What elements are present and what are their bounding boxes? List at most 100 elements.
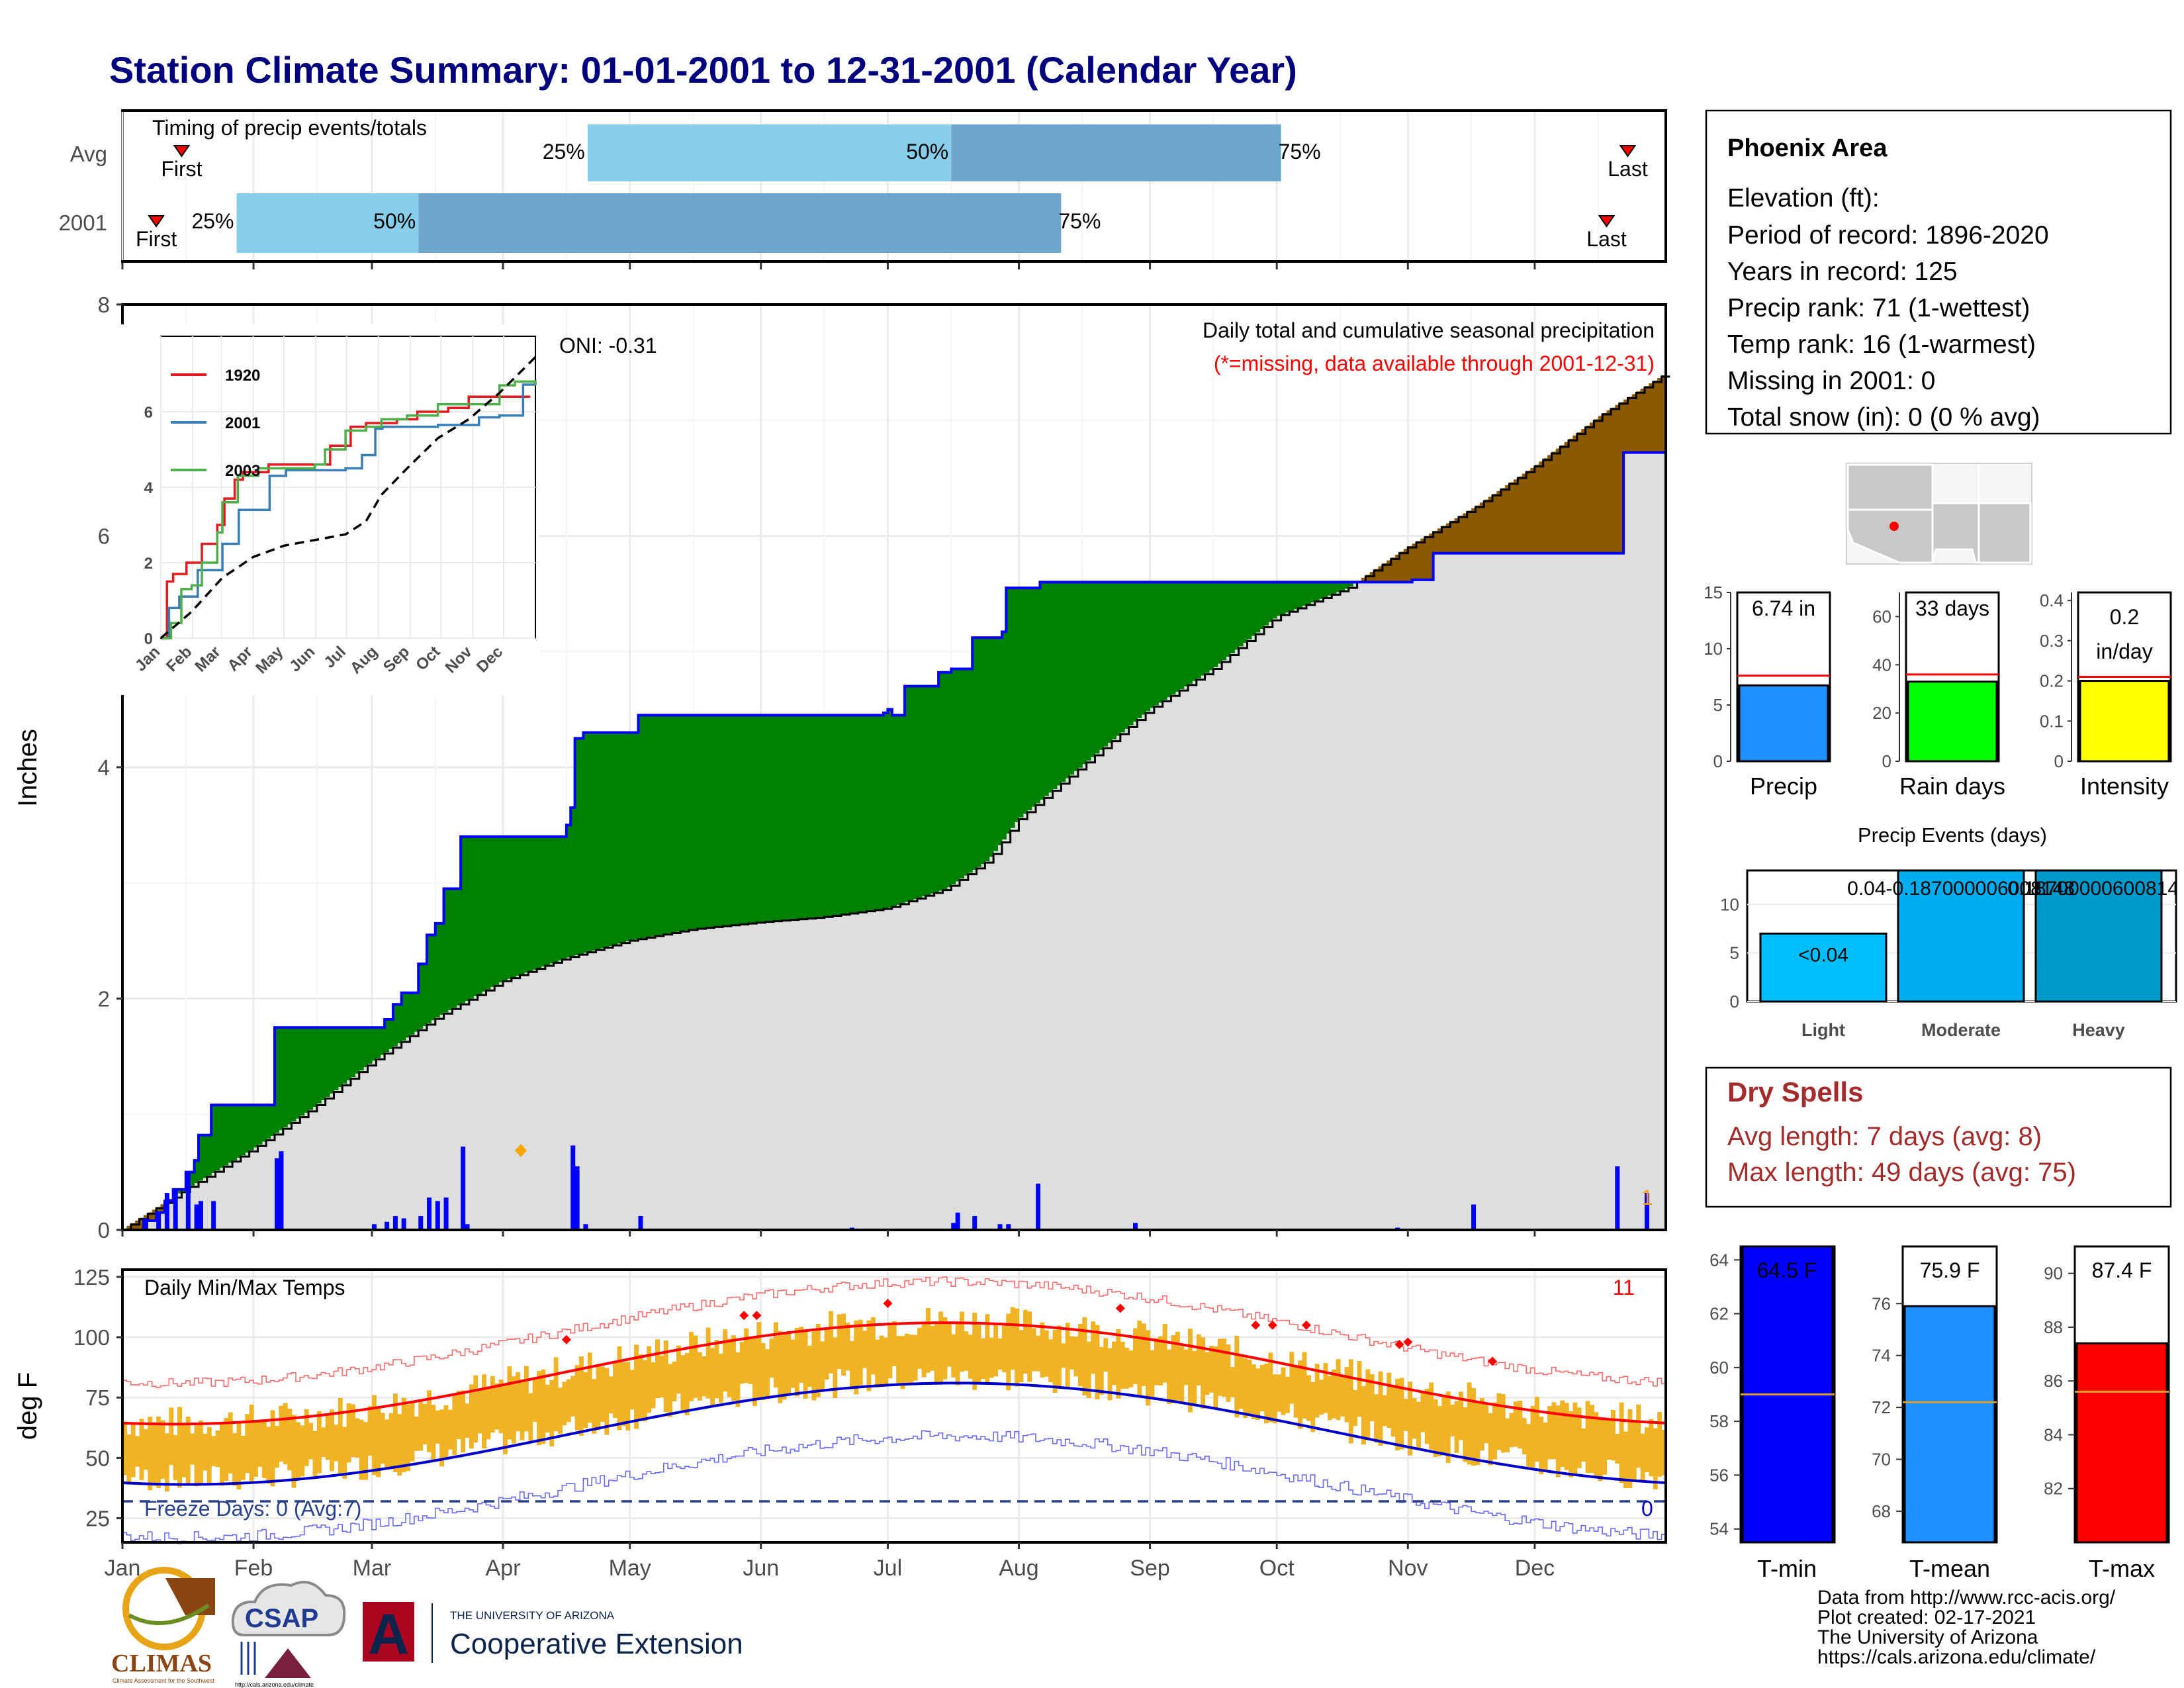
above-normal-fill: [477, 836, 482, 994]
daily-precip-bar: [443, 1197, 449, 1230]
below-normal-fill: [1467, 510, 1472, 553]
above-normal-fill: [1336, 582, 1341, 592]
daily-temp-bar: [976, 1325, 981, 1384]
timing-q25-label: 25%: [543, 140, 585, 164]
above-normal-fill: [1141, 582, 1146, 715]
above-normal-fill: [718, 715, 723, 927]
above-normal-fill: [845, 715, 850, 914]
intensity-tick-label: 0.4: [2040, 590, 2064, 610]
above-normal-fill: [253, 1105, 259, 1148]
daily-temp-bar: [676, 1345, 681, 1394]
above-normal-fill: [443, 888, 449, 1013]
above-normal-fill: [765, 715, 770, 922]
daily-temp-bar: [1056, 1325, 1062, 1389]
below-normal-fill: [1598, 416, 1603, 553]
normal-min-line: [122, 1382, 1666, 1486]
daily-temp-bar: [1230, 1367, 1235, 1397]
daily-temp-bar: [1171, 1335, 1176, 1401]
below-normal-fill: [1619, 402, 1624, 553]
above-normal-fill: [1234, 582, 1240, 650]
daily-temp-bar: [1412, 1398, 1417, 1439]
above-normal-fill: [203, 1135, 208, 1178]
tmin-tick-label: 54: [1709, 1519, 1729, 1539]
above-normal-fill: [385, 1019, 390, 1053]
daily-temp-bar: [427, 1390, 432, 1452]
dry-spells-title: Dry Spells: [1727, 1076, 1863, 1107]
inset-legend-label: 1920: [225, 367, 260, 385]
daily-temp-bar: [1268, 1352, 1273, 1423]
daily-temp-bar: [1458, 1391, 1463, 1440]
daily-temp-bar: [1222, 1338, 1227, 1397]
daily-temp-bar: [1015, 1308, 1019, 1387]
daily-temp-bar: [199, 1420, 203, 1484]
above-normal-fill: [1006, 588, 1011, 834]
station-precip-rank: Precip rank: 71 (1-wettest): [1727, 294, 2030, 322]
daily-precip-bar: [401, 1218, 406, 1230]
temperature-y-axis: 25 50 75 100 125: [73, 1265, 122, 1531]
daily-temp-bar: [490, 1376, 495, 1432]
precip-tick-label: 5: [1713, 695, 1723, 715]
below-normal-fill: [1606, 410, 1612, 553]
below-normal-fill: [1526, 471, 1531, 553]
daily-temp-bar: [1154, 1338, 1159, 1385]
daily-temp-bar: [1323, 1363, 1328, 1413]
daily-temp-bar: [1040, 1322, 1045, 1378]
month-label: Aug: [999, 1556, 1039, 1581]
tmax-tick-label: 90: [2044, 1264, 2063, 1284]
daily-temp-bar: [385, 1419, 390, 1468]
daily-temp-bar: [1454, 1401, 1459, 1453]
above-normal-fill: [608, 732, 614, 946]
daily-temp-bar: [1158, 1336, 1163, 1385]
daily-temp-bar: [1298, 1360, 1303, 1429]
above-normal-fill: [1247, 582, 1252, 639]
daily-temp-bar: [1247, 1359, 1252, 1416]
above-normal-fill: [190, 1172, 195, 1186]
record-min-line: [122, 1430, 1666, 1544]
timing-bar-q25-q50: [587, 124, 952, 181]
daily-temp-bar: [651, 1362, 656, 1409]
precip-events-panel: Precip Events (days) 0 5 10 Light Moderate He…: [1720, 823, 2177, 1040]
daily-temp-bar: [1399, 1378, 1404, 1450]
events-category-label: Moderate: [1921, 1020, 2001, 1040]
above-normal-fill: [934, 686, 939, 892]
daily-temp-bar: [1091, 1321, 1095, 1374]
daily-temp-bar: [668, 1364, 673, 1417]
above-normal-fill: [321, 1027, 326, 1101]
rain_days-tick-label: 60: [1872, 606, 1891, 626]
above-normal-fill: [1150, 582, 1155, 708]
rain_days-bar: [1907, 680, 1998, 763]
page-title: Station Climate Summary: 01-01-2001 to 1…: [109, 49, 1297, 91]
station-missing: Missing in 2001: 0: [1727, 367, 1935, 395]
daily-temp-bar: [1192, 1350, 1197, 1405]
freeze-count: 0: [1641, 1497, 1653, 1521]
daily-temp-bar: [169, 1407, 174, 1466]
daily-temp-bar: [1437, 1405, 1442, 1456]
tmean-tick-label: 72: [1872, 1397, 1891, 1417]
daily-temp-bar: [498, 1379, 504, 1434]
above-normal-fill: [1340, 582, 1345, 590]
daily-temp-bar: [367, 1406, 373, 1456]
daily-temp-bar: [1530, 1405, 1535, 1468]
daily-temp-bar: [769, 1338, 774, 1378]
below-normal-fill: [1420, 538, 1426, 580]
daily-temp-bar: [330, 1409, 334, 1472]
above-normal-fill: [1217, 582, 1222, 664]
above-normal-fill: [304, 1027, 309, 1113]
daily-temp-bar: [249, 1404, 254, 1482]
daily-temp-bar: [1484, 1403, 1489, 1444]
daily-temp-bar: [232, 1433, 238, 1486]
below-normal-fill: [1547, 455, 1553, 553]
below-normal-fill: [1463, 513, 1468, 553]
above-normal-fill: [760, 715, 766, 922]
daily-temp-bar: [820, 1341, 825, 1391]
precip-areas: [122, 373, 1670, 1231]
above-normal-fill: [1167, 582, 1172, 698]
above-normal-fill: [1327, 582, 1332, 596]
daily-temp-bar: [934, 1322, 939, 1385]
timing-first-marker: [148, 215, 165, 228]
above-normal-fill: [837, 715, 842, 915]
above-normal-fill: [1065, 582, 1070, 778]
above-normal-fill: [1272, 582, 1277, 619]
station-period: Period of record: 1896-2020: [1727, 221, 2049, 250]
daily-temp-bar: [1636, 1404, 1641, 1468]
